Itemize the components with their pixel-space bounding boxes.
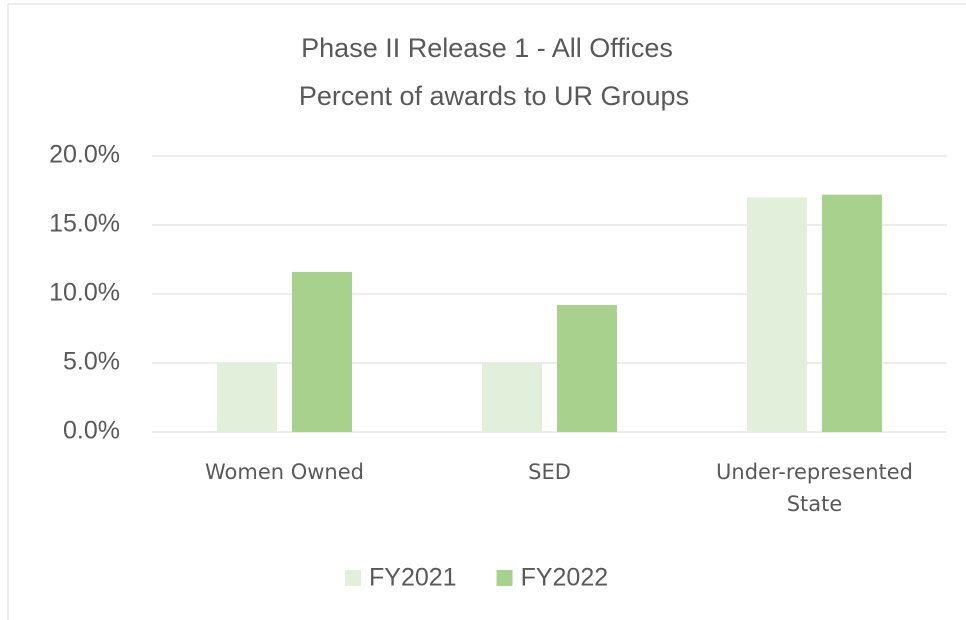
bar — [822, 194, 882, 432]
bar — [557, 305, 617, 432]
y-tick-label: 10.0% — [49, 279, 120, 307]
y-tick-label: 20.0% — [49, 141, 120, 169]
y-tick-label: 15.0% — [49, 210, 120, 238]
legend-label: FY2021 — [369, 564, 457, 592]
legend-swatch — [345, 570, 361, 586]
chart-subtitle: Percent of awards to UR Groups — [299, 81, 689, 111]
bar — [747, 197, 807, 432]
x-tick-label: Under-represented State — [716, 460, 913, 516]
y-tick-label: 0.0% — [63, 417, 120, 445]
bar — [292, 271, 352, 432]
x-tick-label: SED — [528, 460, 571, 484]
y-tick-label: 5.0% — [63, 348, 120, 376]
chart-title: Phase II Release 1 - All Offices — [301, 33, 673, 63]
bar — [482, 363, 542, 432]
legend-swatch — [496, 570, 513, 586]
bar — [217, 363, 277, 432]
x-tick-label: Women Owned — [204, 460, 364, 484]
legend-label: FY2022 — [521, 564, 609, 592]
